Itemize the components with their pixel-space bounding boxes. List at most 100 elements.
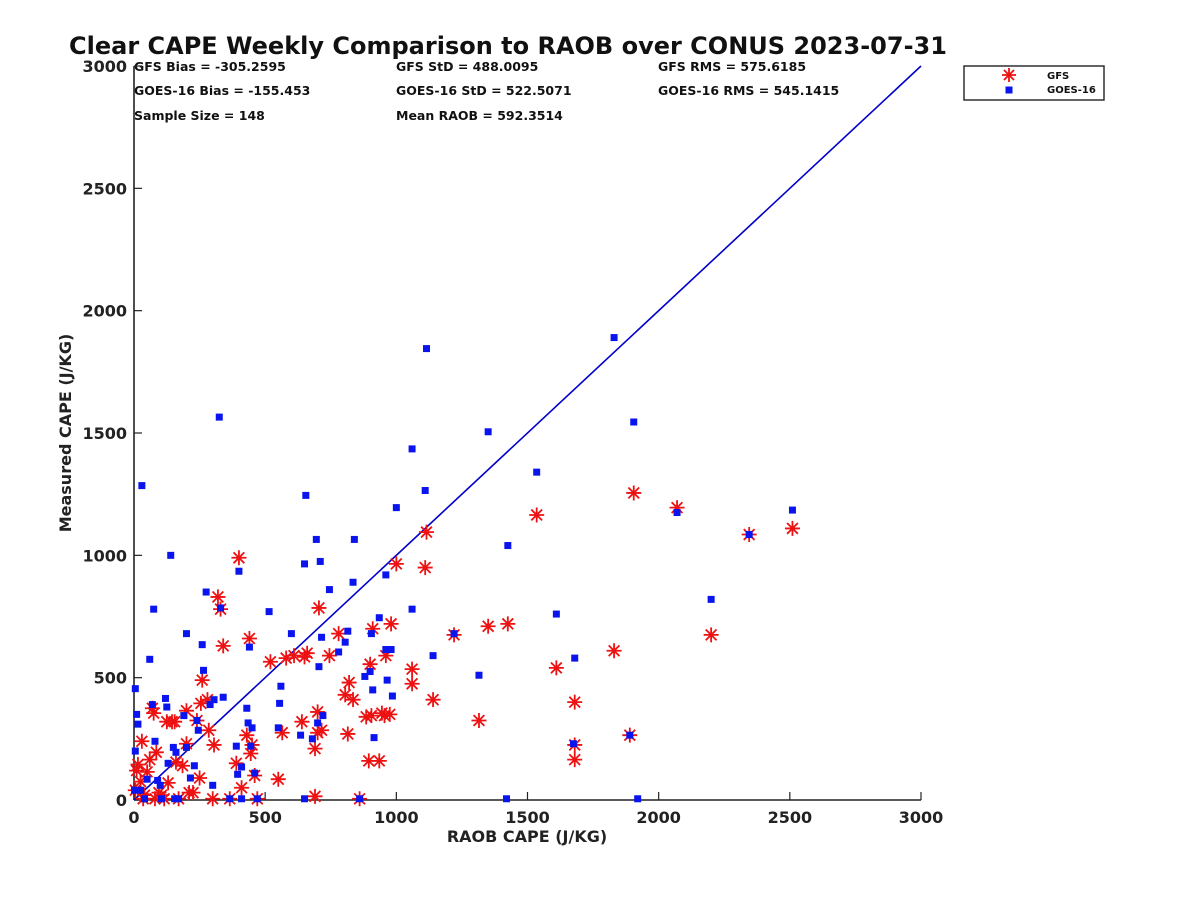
y-tick-label: 3000: [82, 57, 127, 76]
legend-gfs-label: GFS: [1047, 71, 1069, 82]
gfs-point: [419, 524, 435, 540]
gfs-point: [341, 675, 357, 691]
goes16-point: [335, 648, 343, 656]
y-tick-label: 2500: [82, 179, 127, 198]
goes16-point: [370, 734, 378, 742]
goes16-point: [382, 646, 390, 654]
stat-text: GOES-16 RMS = 545.1415: [658, 83, 839, 98]
goes16-point: [316, 557, 324, 565]
goes16-point: [253, 795, 261, 803]
goes16-point: [161, 694, 169, 702]
goes16-point: [133, 710, 141, 718]
goes16-point: [138, 482, 146, 490]
goes16-point: [140, 795, 148, 803]
one-to-one-line: [133, 65, 922, 801]
goes16-point: [707, 595, 715, 603]
gfs-point: [548, 660, 564, 676]
gfs-point: [337, 687, 353, 703]
goes16-point: [143, 775, 151, 783]
gfs-point: [286, 648, 302, 664]
gfs-point: [144, 700, 160, 716]
goes16-point: [226, 795, 234, 803]
goes16-point: [423, 345, 431, 353]
goes16-point: [150, 605, 158, 613]
goes16-point: [151, 737, 159, 745]
goes16-point: [369, 686, 377, 694]
goes16-point: [302, 491, 310, 499]
gfs-point: [206, 737, 222, 753]
goes16-point: [172, 748, 180, 756]
gfs-point: [210, 589, 226, 605]
goes16-point: [235, 567, 243, 575]
goes16-point: [131, 747, 139, 755]
goes16-point: [164, 759, 172, 767]
goes16-point: [361, 672, 369, 680]
gfs-point: [274, 725, 290, 741]
stat-text: GFS Bias = -305.2595: [134, 59, 286, 74]
x-tick-label: 0: [128, 808, 139, 827]
gfs-point: [215, 638, 231, 654]
goes16-point: [244, 719, 252, 727]
gfs-point: [278, 650, 294, 666]
goes16-point: [238, 795, 246, 803]
gfs-point: [142, 752, 158, 768]
goes16-point: [350, 535, 358, 543]
gfs-point: [471, 712, 487, 728]
gfs-point: [234, 780, 250, 796]
y-tick-label: 1500: [82, 424, 127, 443]
statistics-block: GFS Bias = -305.2595 GFS StD = 488.0095 GF…: [134, 59, 839, 123]
goes16-point: [247, 742, 255, 750]
goes16-point: [137, 786, 145, 794]
goes16-point: [245, 643, 253, 651]
gfs-point: [669, 500, 685, 516]
gfs-point: [181, 785, 197, 801]
gfs-point: [192, 770, 208, 786]
stat-text: Sample Size = 148: [134, 108, 265, 123]
goes16-point: [392, 504, 400, 512]
goes16-point: [169, 743, 177, 751]
goes16-point: [450, 630, 458, 638]
legend: GFS GOES-16: [963, 65, 1105, 101]
goes16-point: [265, 608, 273, 616]
gfs-point: [567, 752, 583, 768]
gfs-point: [362, 656, 378, 672]
gfs-point: [193, 695, 209, 711]
gfs-series: [127, 485, 800, 807]
gfs-point: [194, 672, 210, 688]
axes: 0 500 1000 1500 2000 2500 3000 0 500 1000 1500 2000…: [82, 57, 943, 827]
gfs-point: [404, 661, 420, 677]
goes16-point: [186, 774, 194, 782]
goes16-point: [408, 605, 416, 613]
goes16-point: [552, 610, 560, 618]
goes16-point: [319, 712, 327, 720]
legend-goes16-marker: [1005, 86, 1013, 94]
gfs-point: [480, 618, 496, 634]
stat-text: GFS RMS = 575.6185: [658, 59, 806, 74]
goes16-point: [193, 716, 201, 724]
goes16-point: [383, 676, 391, 684]
gfs-point: [307, 741, 323, 757]
chart-title: Clear CAPE Weekly Comparison to RAOB ove…: [69, 32, 947, 60]
goes16-point: [234, 770, 242, 778]
goes16-point: [175, 795, 183, 803]
x-tick-label: 1500: [505, 808, 550, 827]
goes16-point: [146, 655, 154, 663]
legend-box: [963, 65, 1105, 101]
gfs-point: [331, 626, 347, 642]
gfs-point: [134, 733, 150, 749]
goes16-series: [131, 334, 796, 803]
goes16-point: [158, 795, 166, 803]
gfs-point: [310, 725, 326, 741]
x-tick-label: 500: [248, 808, 281, 827]
goes16-point: [344, 627, 352, 635]
gfs-point: [146, 705, 162, 721]
goes16-point: [148, 701, 156, 709]
goes16-point: [215, 413, 223, 421]
reference-line: [133, 65, 922, 801]
goes16-point: [180, 712, 188, 720]
gfs-point: [310, 704, 326, 720]
goes16-point: [277, 682, 285, 690]
x-tick-label: 1000: [374, 808, 419, 827]
goes16-point: [243, 704, 251, 712]
